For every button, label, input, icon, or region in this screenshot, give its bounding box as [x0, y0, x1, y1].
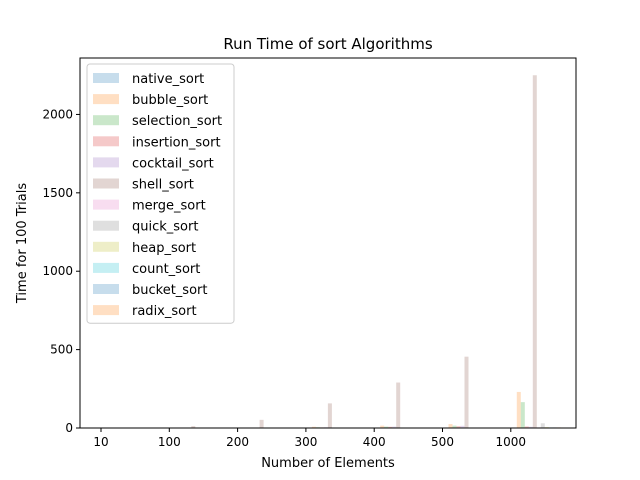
x-tick-label: 400: [363, 435, 386, 449]
legend-swatch-heap_sort: [93, 241, 119, 252]
legend-label-cocktail_sort: cocktail_sort: [132, 156, 214, 171]
legend-swatch-bubble_sort: [93, 94, 119, 105]
bar-cocktail_sort-500: [460, 425, 465, 428]
legend-label-merge_sort: merge_sort: [132, 199, 206, 214]
x-tick-label: 1000: [496, 435, 527, 449]
y-tick-label: 1500: [42, 186, 73, 200]
legend-label-bubble_sort: bubble_sort: [132, 93, 208, 108]
bar-shell_sort-100: [191, 426, 196, 428]
y-axis-label: Time for 100 Trials: [15, 183, 30, 304]
bar-selection_sort-1000: [520, 402, 525, 428]
bar-bubble_sort-1000: [516, 391, 521, 428]
bar-cocktail_sort-400: [392, 426, 397, 428]
legend-swatch-cocktail_sort: [93, 157, 119, 168]
legend-swatch-shell_sort: [93, 178, 119, 189]
bar-insertion_sort-500: [456, 426, 461, 428]
y-tick-label: 0: [65, 421, 73, 435]
bar-quick_sort-1000: [540, 423, 545, 428]
bar-shell_sort-400: [396, 382, 401, 428]
bar-bubble_sort-300: [311, 426, 316, 428]
legend-swatch-native_sort: [93, 73, 119, 83]
legend-swatch-quick_sort: [93, 220, 119, 231]
x-tick-label: 500: [431, 435, 454, 449]
bar-bubble_sort-400: [380, 425, 385, 428]
legend-label-quick_sort: quick_sort: [132, 220, 198, 235]
bar-insertion_sort-400: [388, 426, 393, 428]
x-tick-label: 200: [226, 435, 249, 449]
legend-swatch-merge_sort: [93, 199, 119, 210]
bar-selection_sort-400: [384, 426, 389, 428]
legend-box: [86, 63, 235, 324]
legend-label-selection_sort: selection_sort: [132, 114, 222, 129]
legend-label-native_sort: native_sort: [132, 72, 204, 87]
legend-swatch-selection_sort: [93, 115, 119, 126]
legend-swatch-bucket_sort: [93, 284, 119, 294]
bar-selection_sort-500: [452, 425, 457, 428]
bar-bubble_sort-500: [448, 424, 453, 428]
legend: native_sort bubble_sort selection_sortinse…: [86, 63, 235, 324]
chart-title: Run Time of sort Algorithms: [223, 35, 433, 53]
bar-shell_sort-200: [259, 419, 264, 428]
x-axis-label: Number of Elements: [261, 456, 395, 471]
bar-shell_sort-1000: [532, 75, 537, 428]
legend-swatch-insertion_sort: [93, 136, 119, 147]
y-tick-label: 2000: [42, 107, 73, 121]
bar-cocktail_sort-1000: [528, 426, 533, 428]
legend-swatch-count_sort: [93, 262, 119, 273]
x-tick-label: 300: [294, 435, 317, 449]
legend-label-count_sort: count_sort: [132, 262, 200, 277]
legend-label-insertion_sort: insertion_sort: [132, 135, 221, 150]
legend-label-bucket_sort: bucket_sort: [132, 283, 207, 298]
x-tick-label: 100: [158, 435, 181, 449]
y-tick-label: 500: [50, 343, 73, 357]
bar-shell_sort-300: [327, 403, 332, 428]
bar-insertion_sort-1000: [524, 426, 529, 428]
legend-label-heap_sort: heap_sort: [132, 241, 196, 256]
legend-label-shell_sort: shell_sort: [132, 178, 194, 193]
x-axis: 10 100 200 300 400 500 1000: [93, 428, 526, 449]
x-tick-label: 10: [93, 435, 108, 449]
legend-label-radix_sort: radix_sort: [132, 304, 197, 319]
y-tick-label: 1000: [42, 264, 73, 278]
y-axis: 0 500 1000 1500 2000: [42, 107, 80, 435]
bar-shell_sort-500: [464, 356, 469, 428]
plot-area-frame: [79, 57, 577, 429]
legend-swatch-radix_sort: [93, 305, 119, 316]
